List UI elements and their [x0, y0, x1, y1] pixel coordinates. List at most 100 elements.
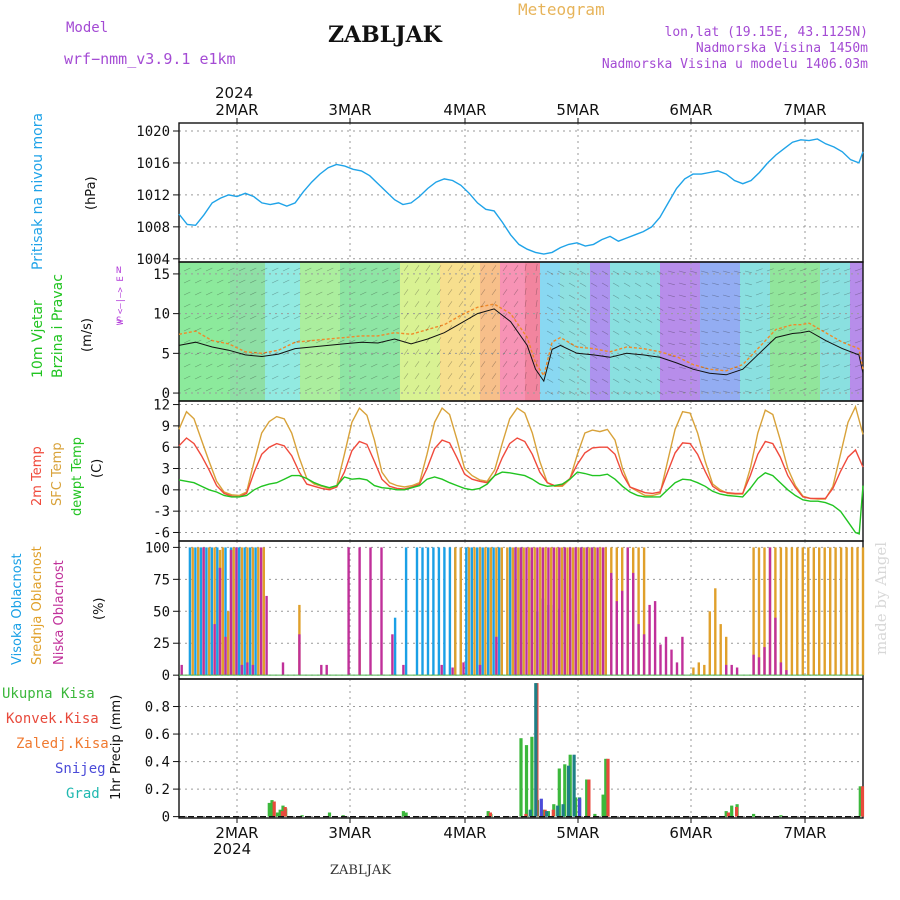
cloud-bar-mid: [191, 547, 194, 676]
wind-arrow: [315, 267, 323, 272]
wind-arrow: [601, 378, 609, 383]
wind-arrow: [205, 351, 213, 356]
wind-arrow: [205, 267, 213, 272]
cloud-bar-low: [653, 601, 657, 676]
cloud-bar-low: [380, 547, 383, 676]
wind-arrow: [678, 318, 686, 322]
wind-arrow: [755, 268, 763, 272]
wind-arrow: [601, 390, 609, 395]
wind-arrow: [590, 378, 598, 383]
precip-bar-total: [730, 805, 734, 817]
wind-arrow: [777, 304, 785, 308]
cloud-bar-low: [664, 636, 668, 676]
wind-arrow: [480, 289, 486, 296]
wind-arrow: [183, 303, 191, 308]
wind-arrow: [766, 340, 774, 344]
cloud-bar-high: [437, 547, 441, 676]
wind-arrow: [799, 352, 807, 356]
cloud-bar-high: [470, 547, 473, 676]
cloud-bar-high: [465, 547, 468, 676]
wind-arrow: [612, 342, 620, 347]
wind-arrow: [535, 360, 538, 368]
wind-arrow: [546, 390, 554, 395]
wind-arrow: [469, 313, 475, 320]
wind-arrow: [304, 303, 312, 308]
wind-arrow: [766, 316, 774, 320]
wind-arrow: [612, 330, 620, 335]
wind-arrow: [766, 364, 774, 368]
cloud-bar-mid: [714, 588, 717, 676]
wind-arrow: [656, 306, 664, 311]
wind-arrow: [414, 265, 420, 272]
wind-arrow: [810, 376, 818, 380]
cloud-bar-high: [487, 547, 490, 676]
precip-bar-total: [275, 812, 280, 817]
wind-arrow: [381, 267, 389, 272]
wind-arrow: [194, 279, 202, 284]
wind-arrow: [282, 375, 290, 380]
wind-arrow: [436, 337, 442, 344]
cloud-bar-mid: [495, 547, 498, 676]
cloud-bar-low: [632, 572, 635, 676]
date-label-top: 4MAR: [443, 101, 486, 119]
cloud-bar-high: [254, 547, 257, 676]
wind-arrow: [359, 339, 367, 344]
wind-arrow: [524, 360, 527, 368]
wind-arrow: [370, 291, 378, 296]
wind-arrow: [711, 390, 719, 394]
wind-arrow: [546, 306, 554, 311]
precip-bar-graupel: [572, 754, 576, 817]
cloud-bar-low: [637, 624, 640, 676]
wind-arrow: [359, 387, 367, 392]
wind-arrow: [447, 373, 453, 380]
wind-arrow: [238, 339, 246, 344]
wind-arrow: [271, 279, 279, 284]
date-label-bottom: 3MAR: [328, 824, 371, 842]
wind-arrow: [656, 366, 664, 371]
wind-arrow: [700, 342, 708, 346]
wind-arrow: [711, 354, 719, 358]
wind-arrow: [733, 294, 741, 298]
wind-arrow: [491, 265, 497, 272]
wind-arrow: [832, 268, 840, 272]
wind-arrow: [414, 373, 420, 380]
wind-arrow: [535, 288, 538, 296]
wind-arrow: [535, 312, 538, 320]
wind-series-gust: [178, 303, 864, 378]
wind-arrow: [403, 289, 409, 296]
wind-arrow: [392, 375, 400, 380]
wind-arrow: [667, 390, 675, 394]
wind-arrow: [414, 325, 420, 332]
wind-arrow: [260, 315, 268, 320]
wind-arrow: [293, 363, 301, 368]
wind-arrow: [777, 376, 785, 380]
wind-arrow: [678, 366, 686, 370]
precip-bar-total: [593, 813, 597, 817]
wind-arrow: [634, 318, 642, 323]
wind-arrow: [546, 330, 554, 335]
wind-arrow: [689, 282, 697, 286]
wind-arrow: [579, 306, 587, 311]
cloud-bar-low: [735, 667, 739, 676]
wind-arrow: [601, 330, 609, 335]
wind-field-band: [820, 262, 850, 401]
cloud-bar-mid: [642, 547, 646, 676]
wind-arrow: [733, 342, 741, 346]
wind-arrow: [513, 337, 519, 344]
precip-bar-conv: [524, 813, 528, 817]
wind-arrow: [282, 303, 290, 308]
footer-station: ZABLJAK: [330, 863, 391, 878]
wind-arrow: [843, 364, 851, 368]
wind-arrow: [337, 303, 345, 308]
wind-field-band: [500, 262, 525, 401]
wind-arrow: [821, 340, 829, 344]
wind-field-band: [300, 262, 340, 401]
wind-arrow: [425, 301, 431, 308]
wind-arrow: [491, 277, 497, 284]
wind-arrow: [766, 268, 774, 272]
wind-arrow: [227, 351, 235, 356]
wind-arrow: [821, 388, 829, 392]
wind-arrow: [579, 270, 587, 275]
wind-arrow: [799, 316, 807, 320]
